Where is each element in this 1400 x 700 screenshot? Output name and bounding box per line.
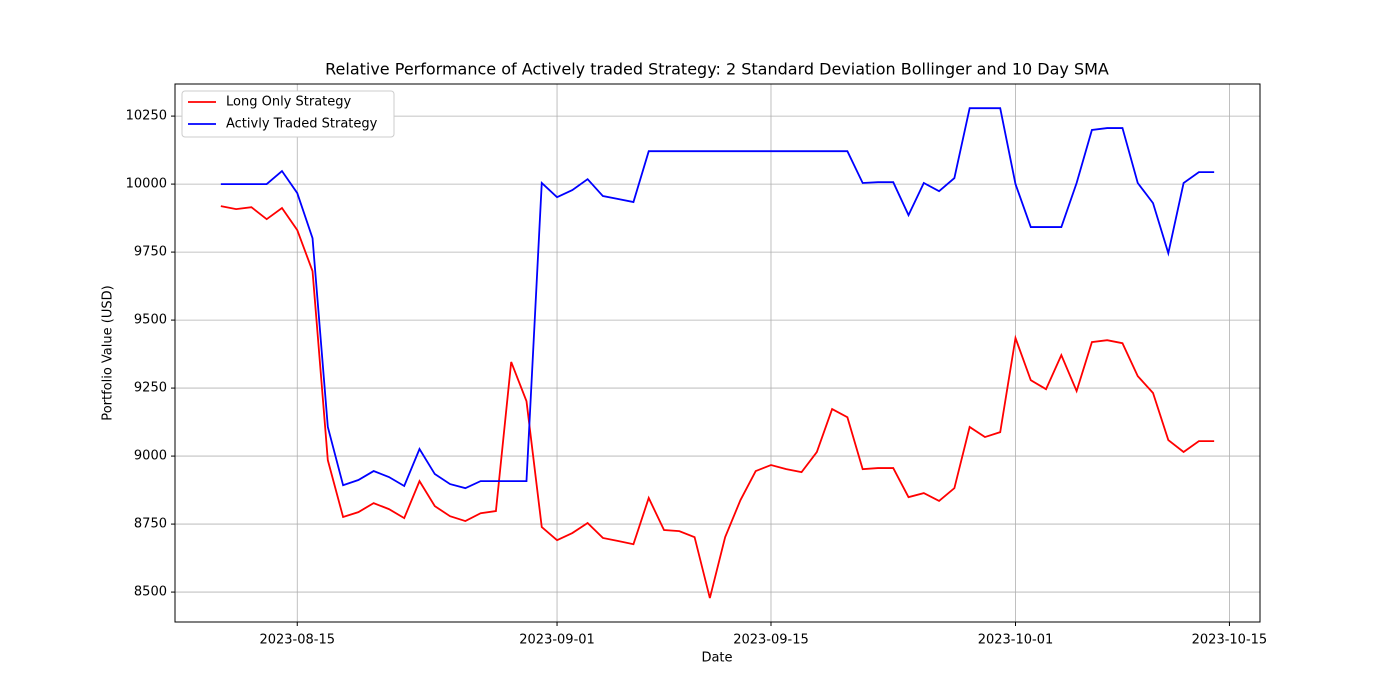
y-axis-label: Portfolio Value (USD) — [101, 285, 116, 420]
y-tick-label: 10250 — [126, 109, 167, 124]
x-tick-label: 2023-08-15 — [259, 633, 335, 648]
legend-label: Long Only Strategy — [226, 95, 352, 110]
y-tick-label: 8500 — [134, 585, 167, 600]
x-tick-label: 2023-09-01 — [519, 633, 595, 648]
y-tick-label: 9250 — [134, 381, 167, 396]
chart-title: Relative Performance of Actively traded … — [325, 60, 1109, 79]
line — [220, 107, 1215, 490]
line — [220, 205, 1215, 599]
x-axis-label: Date — [701, 651, 732, 666]
y-tick-label: 10000 — [126, 177, 167, 192]
y-tick-label: 8750 — [134, 517, 167, 532]
x-tick-label: 2023-10-15 — [1192, 633, 1268, 648]
y-tick-label: 9750 — [134, 245, 167, 260]
y-tick-label: 9000 — [134, 449, 167, 464]
x-tick-label: 2023-09-15 — [733, 633, 809, 648]
x-tick-label: 2023-10-01 — [978, 633, 1054, 648]
legend-box — [181, 90, 395, 138]
y-tick-label: 9500 — [134, 313, 167, 328]
plot-frame — [174, 83, 1261, 623]
legend-label: Activly Traded Strategy — [226, 117, 378, 132]
